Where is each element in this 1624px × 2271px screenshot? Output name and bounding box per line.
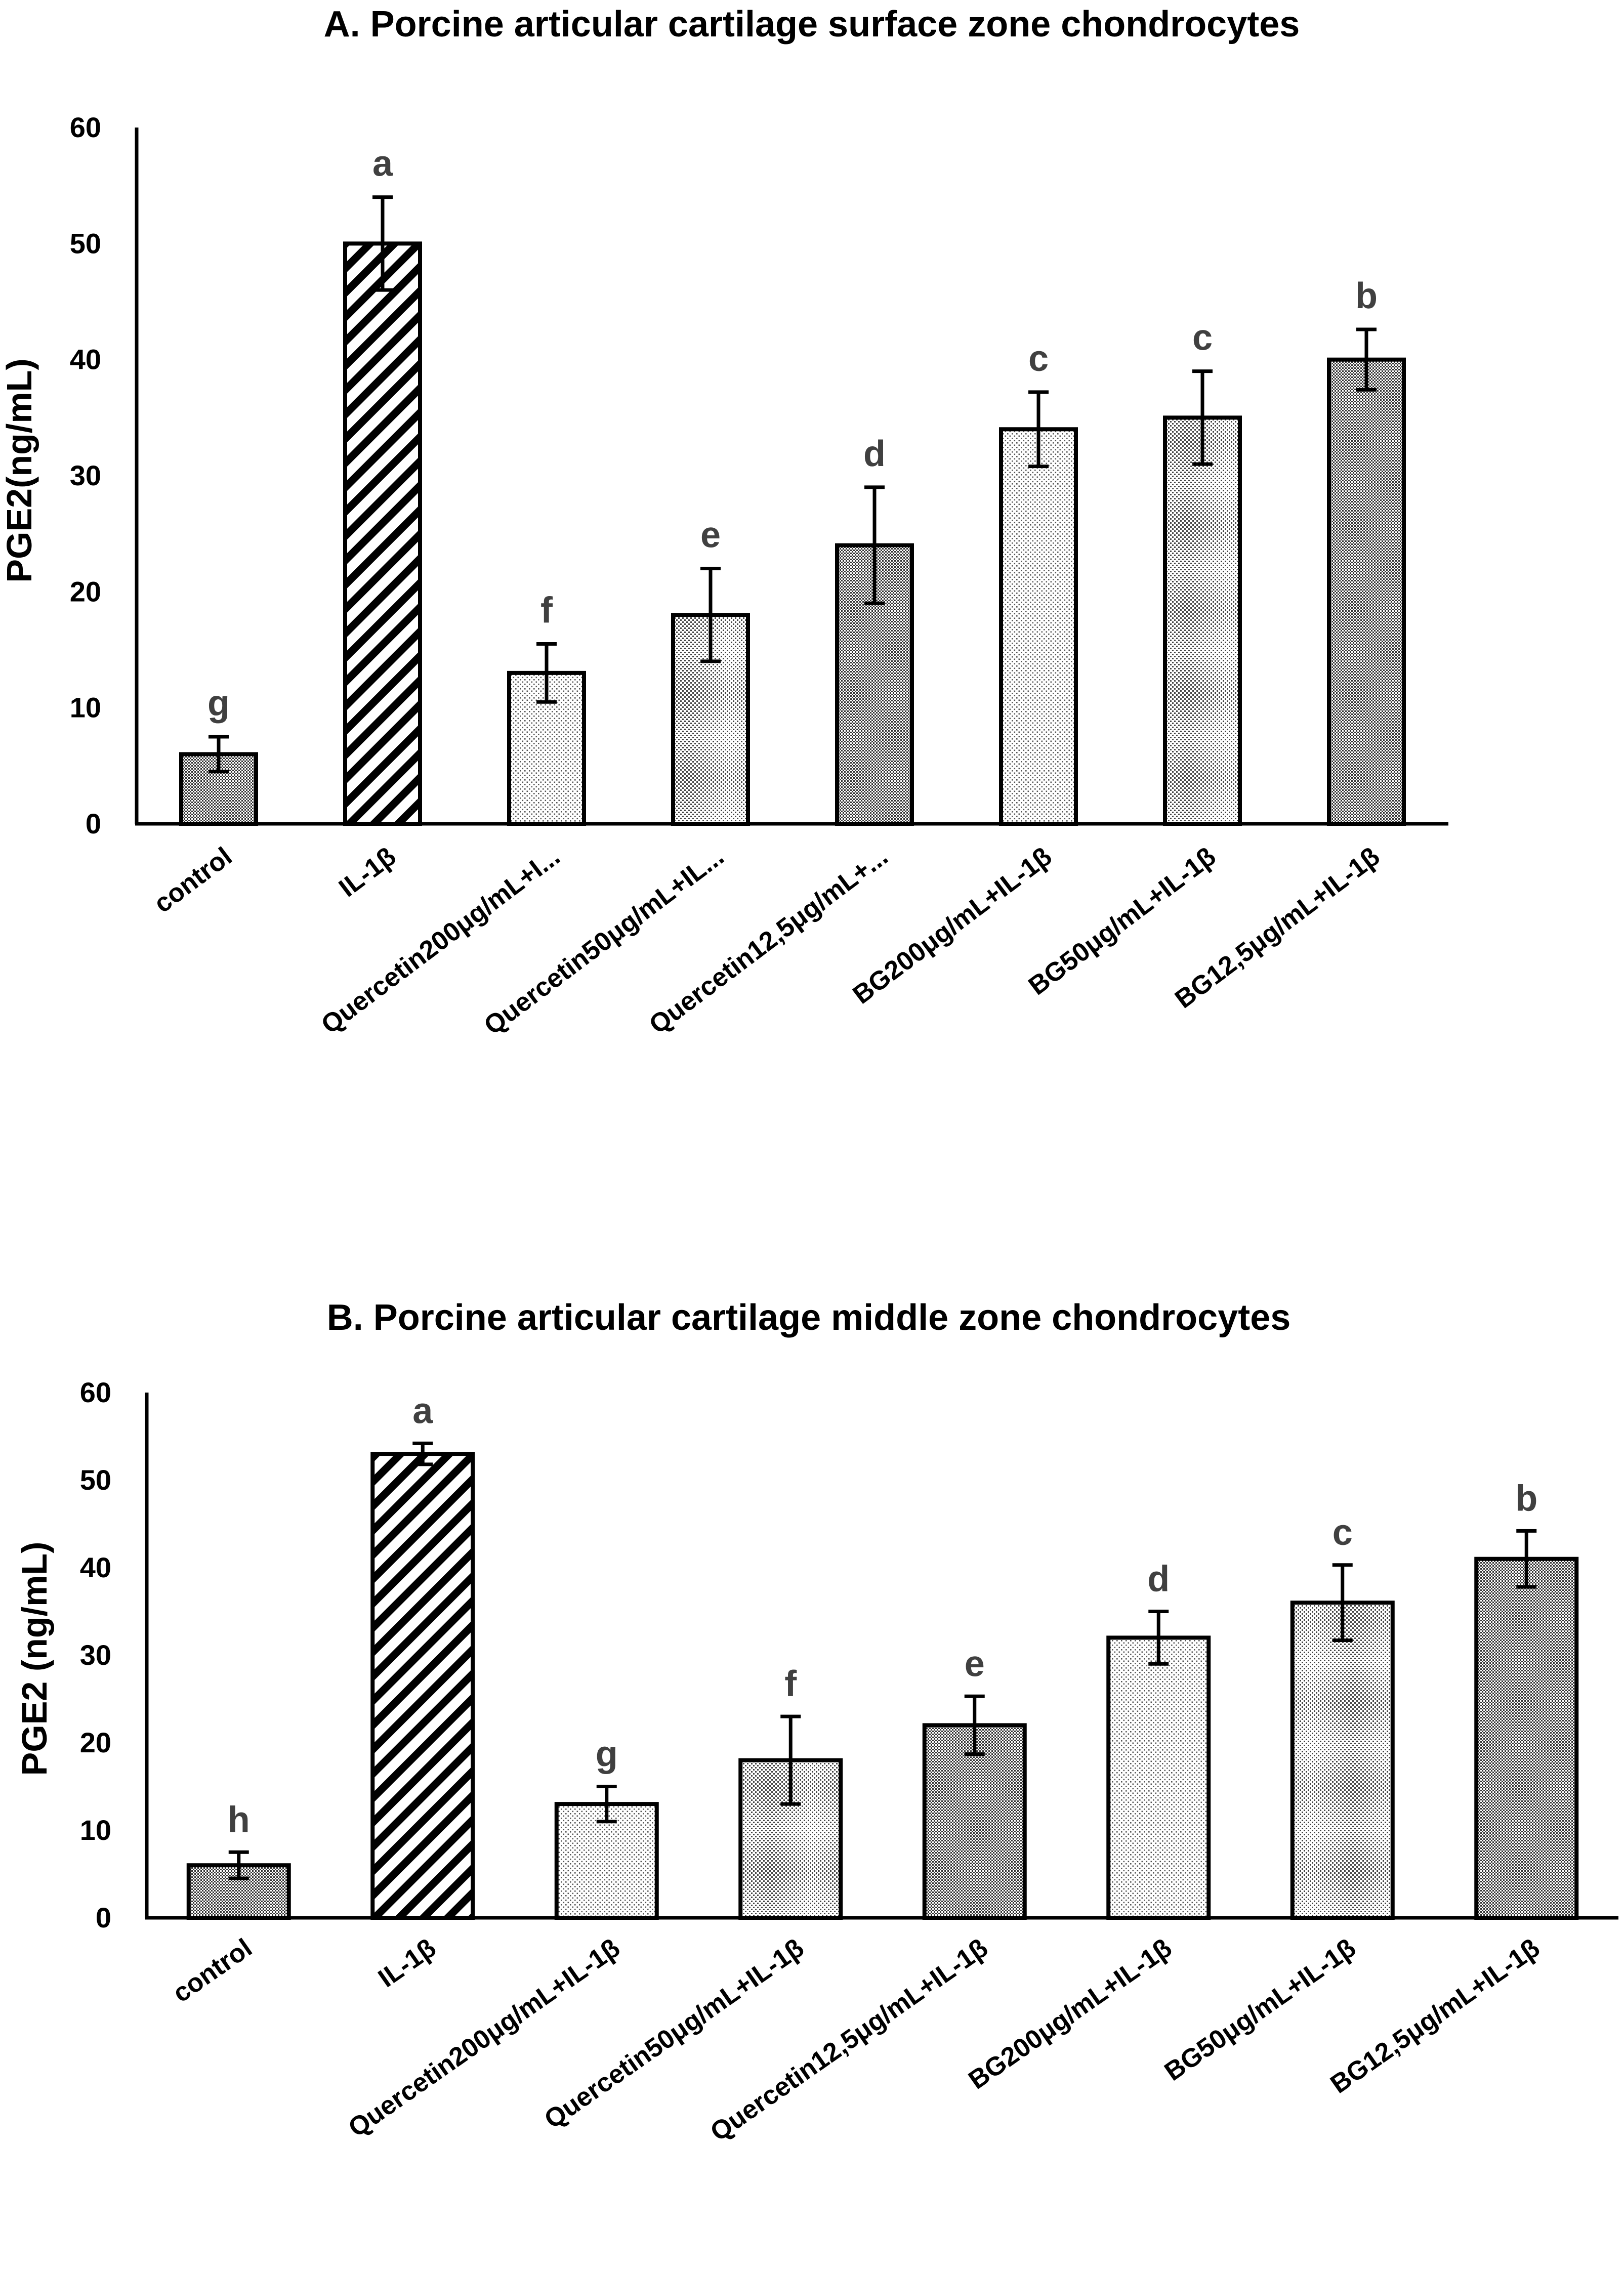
chart-a-significance-letters: g a f e d c c b: [207, 144, 1378, 724]
chart-a-y-tick-label: 10: [70, 692, 101, 724]
chart-b-error-bar: [1332, 1563, 1353, 1643]
chart-b-y-tick-label: 50: [80, 1464, 111, 1496]
chart-b-error-bar: [228, 1850, 249, 1880]
chart-a-category-labels: control IL-1βQuercetin200μg/mL+I...Querce…: [149, 842, 1386, 1040]
chart-b-significance-letter: f: [784, 1664, 797, 1704]
chart-b-y-ticks: 0 10 20 30 40 50 60: [80, 1376, 111, 1933]
chart-a-significance-letter: f: [540, 591, 553, 631]
chart-a-error-bar: [372, 195, 393, 292]
chart-a-error-bar: [209, 735, 229, 774]
chart-a: A. Porcine articular cartilage surface z…: [0, 4, 1448, 1041]
chart-a-error-bar: [1356, 327, 1377, 392]
chart-a-error-bar: [536, 642, 557, 704]
chart-b-bar: [1474, 1557, 1579, 1920]
chart-b-category-labels: control IL-1βQuercetin200μg/mL+IL-1βQuerc…: [168, 1933, 1545, 2147]
chart-b-significance-letter: c: [1332, 1512, 1353, 1553]
chart-a-y-tick-label: 60: [70, 111, 101, 143]
chart-a-error-bar: [1028, 390, 1049, 469]
chart-a-bar: [1327, 357, 1406, 826]
chart-b-y-tick-label: 60: [80, 1376, 111, 1408]
chart-b-error-bar: [596, 1785, 617, 1824]
chart-b-category-label: control: [168, 1933, 258, 2008]
chart-a-bars: [179, 241, 1406, 826]
chart-a-y-axis-label: PGE2(ng/mL): [0, 358, 39, 582]
chart-b-y-tick-label: 20: [80, 1727, 111, 1758]
chart-b-significance-letter: a: [412, 1391, 433, 1431]
chart-a-significance-letter: c: [1028, 339, 1049, 379]
chart-b-significance-letter: e: [965, 1644, 985, 1684]
chart-b-significance-letter: g: [596, 1734, 618, 1775]
chart-a-y-ticks: 0 10 20 30 40 50 60: [70, 111, 101, 839]
chart-b-bar: [1290, 1601, 1395, 1920]
chart-b: B. Porcine articular cartilage middle zo…: [15, 1297, 1618, 2147]
chart-b-bars: [186, 1452, 1579, 1920]
chart-b-bar: [922, 1723, 1027, 1920]
chart-a-category-label: control: [149, 842, 238, 918]
chart-b-y-tick-label: 40: [80, 1551, 111, 1583]
chart-a-y-tick-label: 50: [70, 227, 101, 259]
chart-b-significance-letters: h a g f e d c b: [228, 1391, 1537, 1840]
chart-a-bar: [1163, 415, 1242, 826]
chart-a-significance-letter: b: [1355, 276, 1378, 316]
chart-a-bar: [343, 241, 422, 826]
chart-a-error-bar: [864, 485, 885, 605]
chart-a-significance-letter: c: [1192, 318, 1213, 358]
chart-b-category-label: IL-1β: [373, 1933, 441, 1993]
chart-b-category-label: BG200μg/mL+IL-1β: [963, 1933, 1177, 2095]
chart-a-significance-letter: e: [700, 515, 721, 555]
chart-b-significance-letter: h: [228, 1799, 250, 1840]
chart-b-bar: [1106, 1635, 1211, 1920]
chart-b-y-axis-label: PGE2 (ng/mL): [15, 1542, 54, 1776]
chart-a-y-tick-label: 40: [70, 344, 101, 375]
chart-b-error-bar: [1148, 1610, 1169, 1666]
chart-b-error-bar: [780, 1714, 801, 1806]
chart-a-y-tick-label: 20: [70, 575, 101, 607]
chart-a-significance-letter: d: [863, 434, 886, 474]
chart-b-significance-letter: d: [1147, 1559, 1170, 1600]
chart-b-bar: [186, 1863, 291, 1920]
chart-a-error-bars: [209, 195, 1377, 774]
chart-b-y-tick-label: 30: [80, 1639, 111, 1671]
chart-a-significance-letter: a: [372, 144, 393, 184]
chart-a-significance-letter: g: [207, 683, 230, 724]
chart-b-error-bar: [964, 1694, 985, 1756]
chart-a-error-bar: [1192, 369, 1213, 466]
chart-a-y-tick-label: 0: [86, 808, 101, 839]
chart-a-bar: [999, 427, 1078, 826]
chart-b-error-bar: [412, 1441, 433, 1466]
chart-b-y-tick-label: 0: [96, 1902, 111, 1933]
chart-b-category-label: BG50μg/mL+IL-1β: [1159, 1933, 1361, 2087]
chart-b-y-tick-label: 10: [80, 1814, 111, 1846]
chart-b-title: B. Porcine articular cartilage middle zo…: [327, 1297, 1291, 1338]
chart-a-title: A. Porcine articular cartilage surface z…: [324, 4, 1300, 45]
chart-b-error-bars: [228, 1441, 1537, 1880]
chart-a-category-label: IL-1β: [334, 842, 401, 903]
chart-b-bar: [370, 1452, 475, 1920]
chart-a-y-tick-label: 30: [70, 459, 101, 491]
chart-b-significance-letter: b: [1515, 1478, 1537, 1519]
chart-b-error-bar: [1516, 1529, 1537, 1589]
chart-a-error-bar: [700, 566, 721, 663]
